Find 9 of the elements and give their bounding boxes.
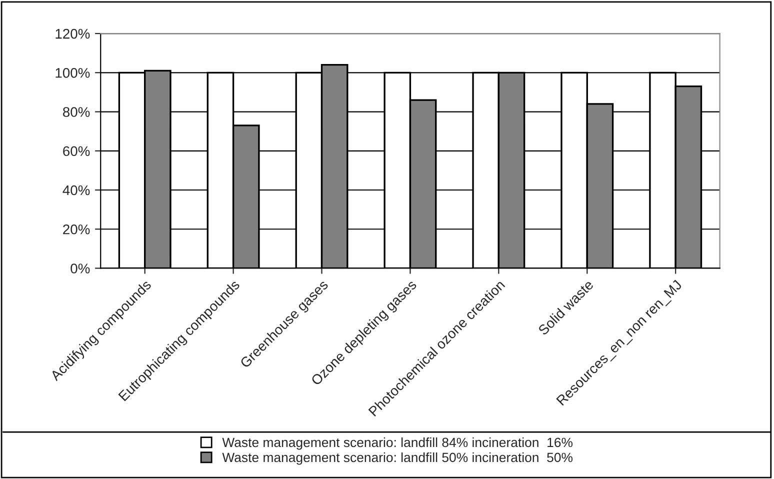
y-tick-label: 80%: [63, 107, 90, 117]
y-tick-label: 0%: [70, 264, 90, 274]
y-tick-label: 40%: [62, 185, 90, 196]
y-tick-label: 60%: [63, 146, 90, 156]
y-tick-label: 20%: [63, 224, 90, 234]
y-tick-label: 120%: [56, 28, 90, 39]
legend-label: Waste management scenario: landfill 84% incineration 16%: [222, 437, 573, 450]
legend-label: Waste management scenario: landfill 50% incineration 50%: [222, 452, 573, 465]
y-tick-label: 100%: [56, 68, 90, 78]
